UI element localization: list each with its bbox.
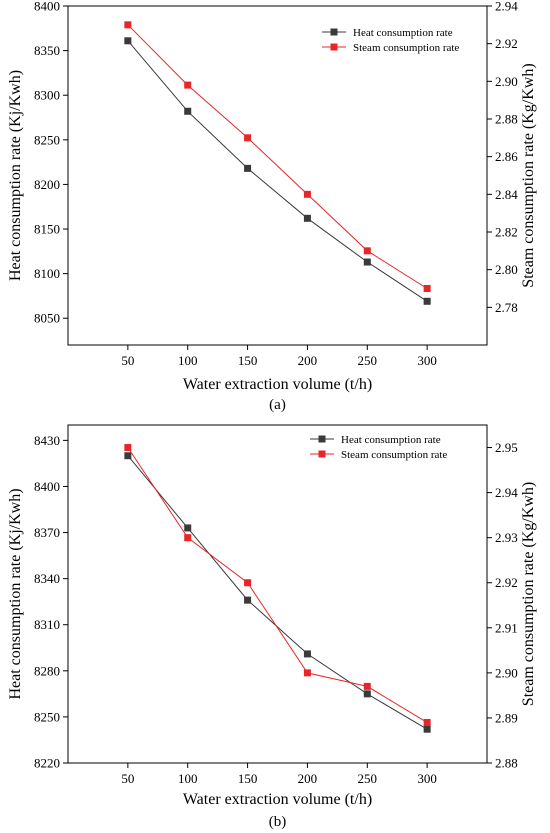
y-right-tick-label: 2.91 xyxy=(495,620,518,635)
chart-panel-b: 50 100 150 200 250 300 8220 8250 8280 8310 8340 837… xyxy=(7,424,537,830)
y-right-tick-label: 2.94 xyxy=(495,0,518,14)
y-left-tick-label: 8280 xyxy=(34,663,60,678)
x-tick-label: 100 xyxy=(178,771,198,786)
legend-label: Steam consumption rate xyxy=(353,42,459,54)
y-left-tick-label: 8250 xyxy=(34,132,60,147)
y-left-tick-label: 8220 xyxy=(34,756,60,771)
data-point-steam xyxy=(423,285,431,292)
x-tick-label: 300 xyxy=(417,771,437,786)
data-point-steam xyxy=(184,81,192,89)
y-left-tick-label: 8370 xyxy=(34,525,60,540)
y-left-tick-label: 8430 xyxy=(34,433,60,448)
legend-marker xyxy=(330,28,338,36)
x-axis-label: Water extraction volume (t/h) xyxy=(183,791,372,808)
y-left-axis-label: Heat consumption rate (Kj/Kwh) xyxy=(7,488,24,699)
series-line-steam xyxy=(127,24,428,289)
y-left-tick-label: 8310 xyxy=(34,617,60,632)
data-point-steam xyxy=(244,579,252,587)
data-point-steam xyxy=(244,134,252,142)
x-tick-label: 250 xyxy=(358,771,378,786)
data-point-heat xyxy=(244,164,252,172)
data-point-heat xyxy=(303,214,311,222)
data-point-steam xyxy=(124,21,132,29)
data-point-steam xyxy=(184,534,192,542)
panel-caption: (a) xyxy=(269,397,286,413)
y-right-tick-label: 2.94 xyxy=(495,485,518,500)
x-tick-label: 200 xyxy=(298,771,318,786)
y-left-tick-label: 8400 xyxy=(34,0,60,14)
data-point-steam xyxy=(423,718,431,726)
data-point-heat xyxy=(303,650,311,658)
data-point-steam xyxy=(124,444,132,452)
data-point-steam xyxy=(363,682,371,690)
series-line-steam xyxy=(127,447,428,723)
y-right-tick-label: 2.86 xyxy=(495,149,518,164)
y-right-tick-label: 2.92 xyxy=(495,36,518,51)
data-point-heat xyxy=(184,524,192,532)
y-left-tick-label: 8200 xyxy=(34,177,60,192)
x-axis-label: Water extraction volume (t/h) xyxy=(183,376,372,393)
y-right-tick-label: 2.92 xyxy=(495,575,518,590)
plot-frame xyxy=(67,424,488,764)
x-tick-label: 50 xyxy=(121,353,134,368)
y-right-axis-label: Steam consumption rate (Kg/Kwh) xyxy=(520,63,537,287)
x-tick-label: 200 xyxy=(298,353,318,368)
data-point-heat xyxy=(124,452,132,460)
y-left-tick-label: 8340 xyxy=(34,571,60,586)
legend-label: Heat consumption rate xyxy=(341,434,441,446)
y-right-tick-label: 2.82 xyxy=(495,225,518,240)
y-right-tick-label: 2.95 xyxy=(495,440,518,455)
x-tick-label: 300 xyxy=(417,353,437,368)
y-right-tick-label: 2.88 xyxy=(495,112,518,127)
y-right-tick-label: 2.89 xyxy=(495,710,518,725)
x-tick-label: 150 xyxy=(238,771,258,786)
data-point-steam xyxy=(303,190,311,198)
y-left-tick-label: 8100 xyxy=(34,266,60,281)
y-right-tick-label: 2.88 xyxy=(495,756,518,771)
x-tick-label: 100 xyxy=(178,353,198,368)
plot-frame xyxy=(67,5,488,346)
data-point-steam xyxy=(363,247,371,255)
data-point-heat xyxy=(184,107,192,115)
y-left-tick-label: 8250 xyxy=(34,709,60,724)
x-tick-label: 50 xyxy=(121,771,134,786)
y-left-tick-label: 8300 xyxy=(34,88,60,103)
chart-panel-a: 50 100 150 200 250 300 8050 8100 8150 8200 8250 830… xyxy=(7,0,537,413)
panel-caption: (b) xyxy=(269,814,287,830)
x-tick-label: 150 xyxy=(238,353,258,368)
data-point-heat xyxy=(244,596,252,604)
y-left-tick-label: 8050 xyxy=(34,311,60,326)
series-line-heat xyxy=(127,40,428,302)
data-point-heat xyxy=(423,297,431,305)
y-right-tick-label: 2.78 xyxy=(495,300,518,315)
y-left-tick-label: 8400 xyxy=(34,479,60,494)
y-left-tick-label: 8350 xyxy=(34,43,60,58)
y-right-tick-label: 2.80 xyxy=(495,262,518,277)
data-point-heat xyxy=(363,690,371,698)
data-point-steam xyxy=(303,669,311,677)
data-point-heat xyxy=(124,37,132,45)
y-left-axis-label: Heat consumption rate (Kj/Kwh) xyxy=(7,70,24,281)
y-right-tick-label: 2.84 xyxy=(495,187,518,202)
y-right-axis-label: Steam consumption rate (Kg/Kwh) xyxy=(520,482,537,706)
legend-label: Heat consumption rate xyxy=(353,27,453,39)
legend-marker xyxy=(330,43,338,51)
y-right-tick-label: 2.90 xyxy=(495,74,518,89)
legend-marker xyxy=(318,435,326,443)
y-right-tick-label: 2.90 xyxy=(495,665,518,680)
data-point-heat xyxy=(423,725,431,733)
y-right-tick-label: 2.93 xyxy=(495,530,518,545)
legend-label: Steam consumption rate xyxy=(341,449,447,461)
y-left-tick-label: 8150 xyxy=(34,222,60,237)
series-line-heat xyxy=(127,455,428,730)
legend-marker xyxy=(318,450,326,458)
data-point-heat xyxy=(363,258,371,266)
x-tick-label: 250 xyxy=(358,353,378,368)
